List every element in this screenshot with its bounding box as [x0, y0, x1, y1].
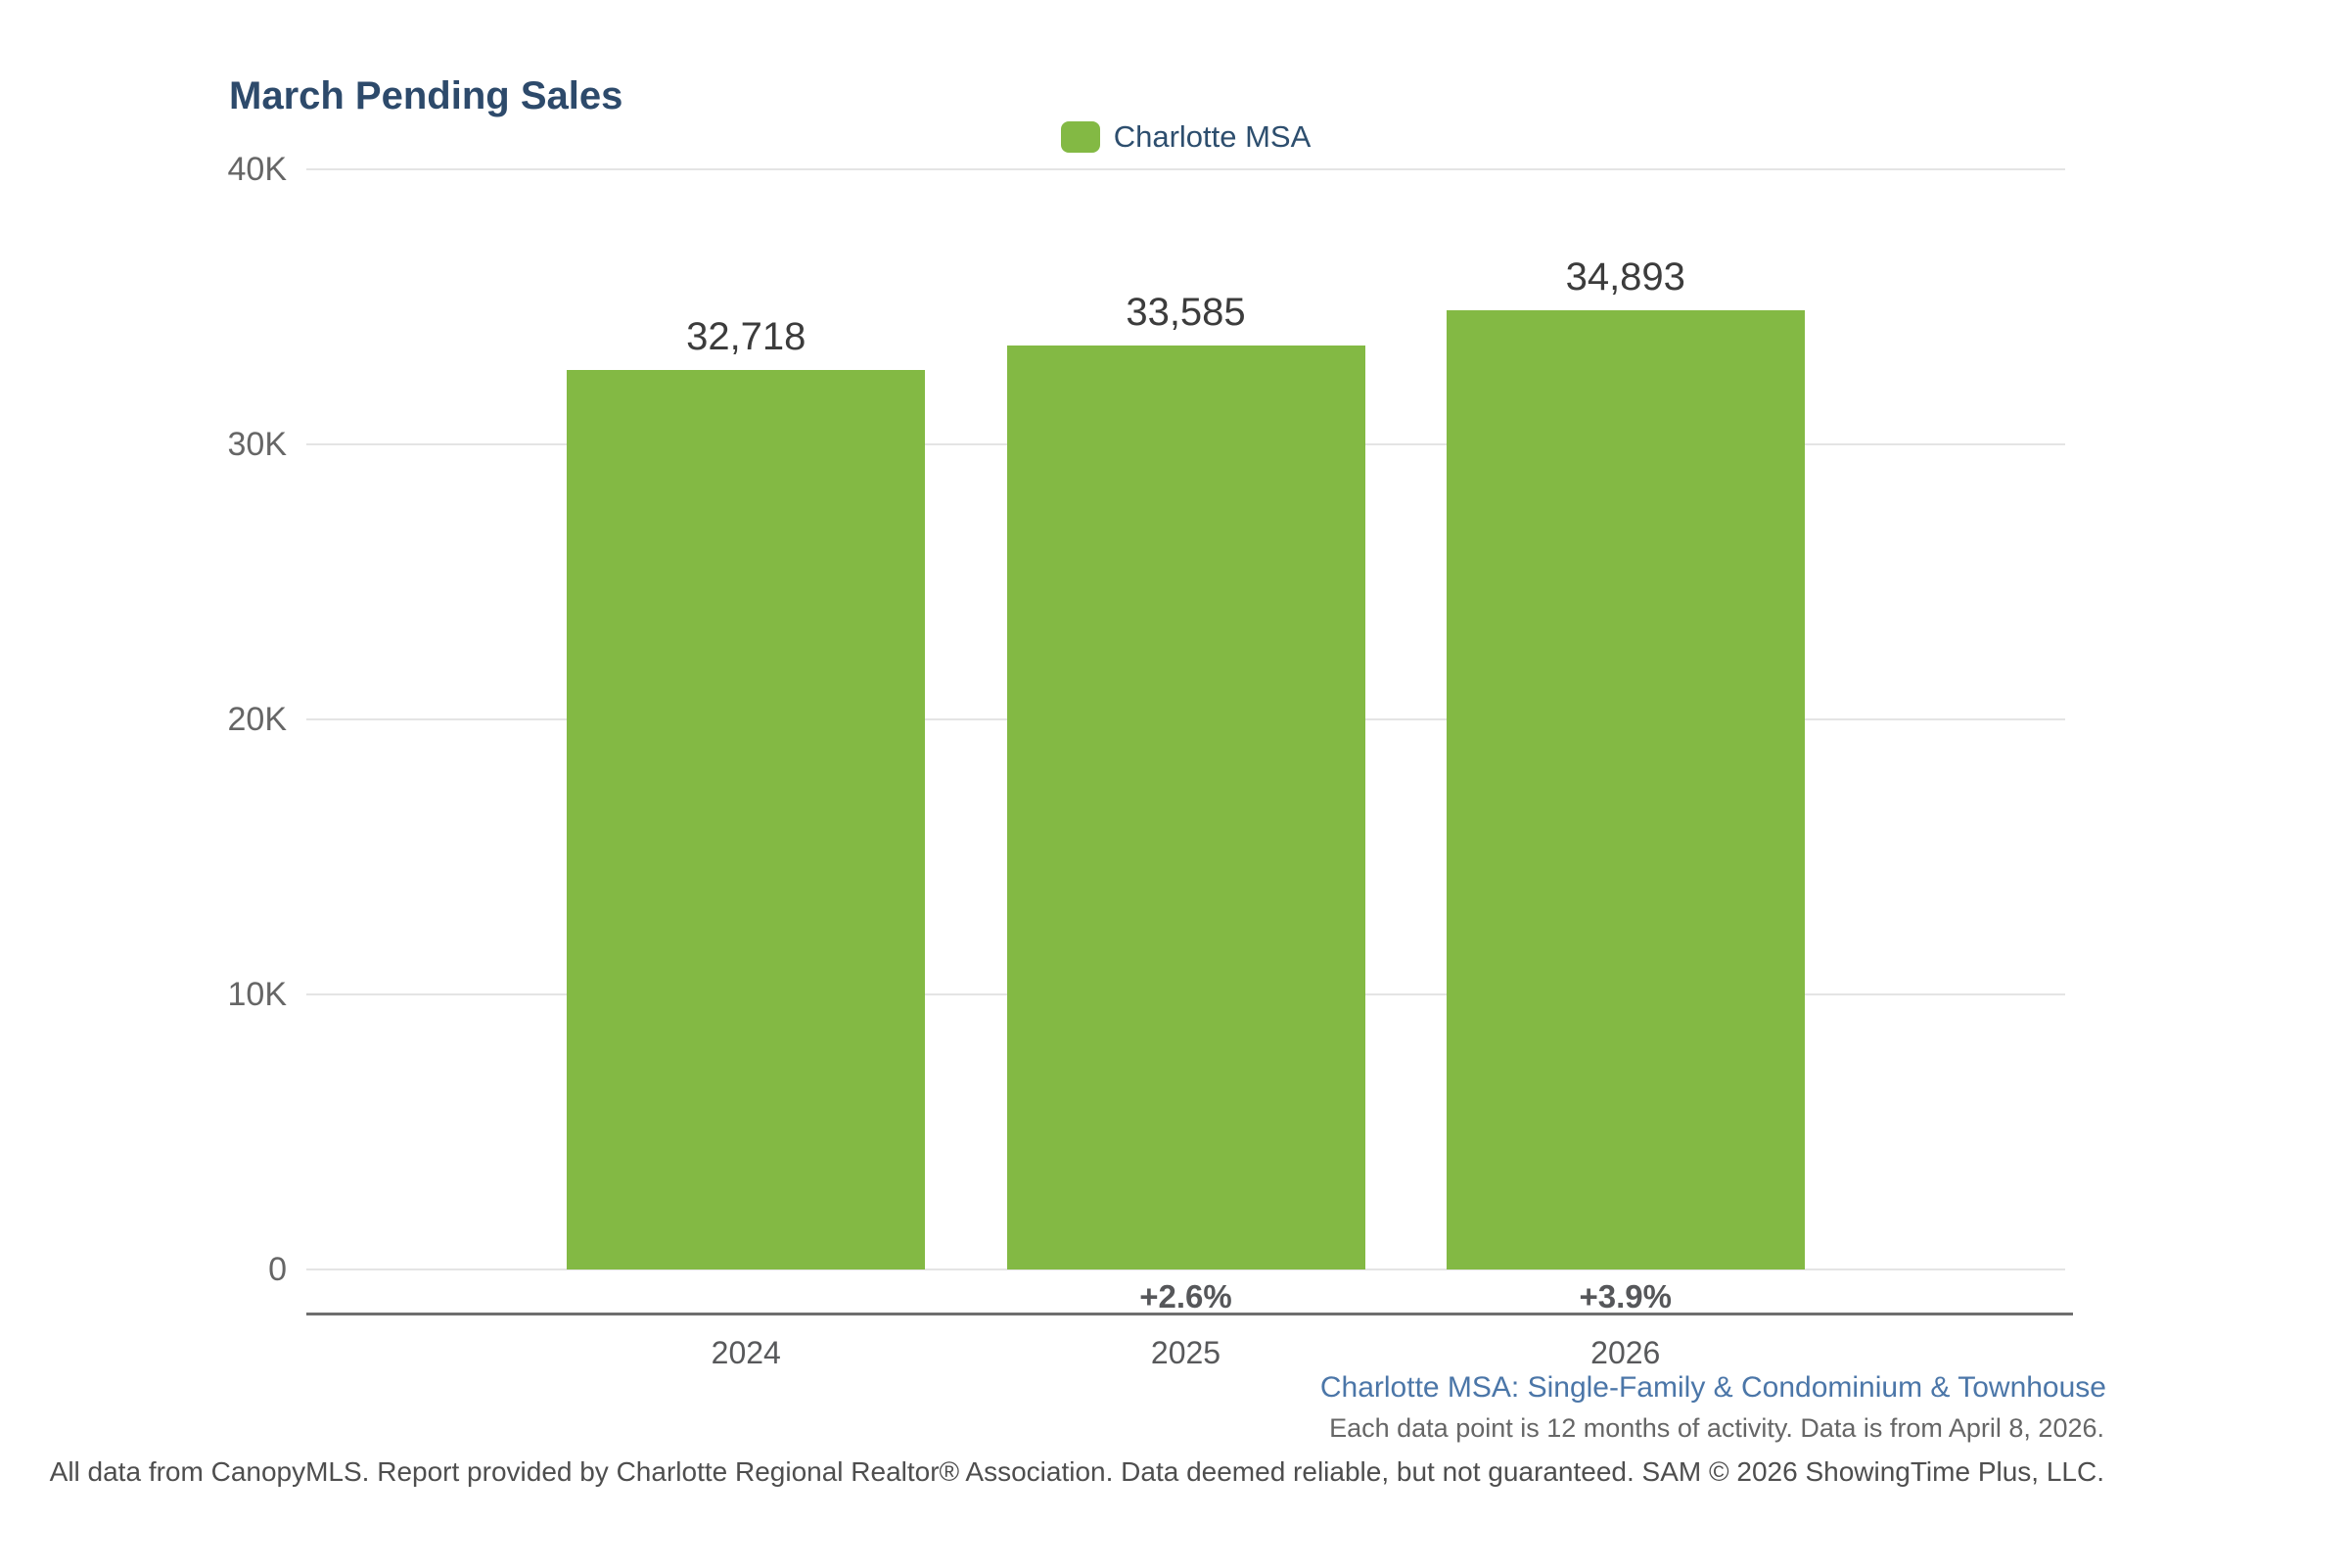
footnote-disclaimer: All data from CanopyMLS. Report provided… — [49, 1456, 2104, 1487]
legend-swatch-icon — [1060, 121, 1100, 153]
legend: Charlotte MSA — [306, 117, 2065, 157]
bar-value-label-2024: 32,718 — [686, 314, 806, 358]
gridline-0 — [306, 1268, 2065, 1270]
pct-change-label-2025: +2.6% — [1139, 1278, 1232, 1314]
x-tick-label-2026: 2026 — [1590, 1335, 1661, 1370]
bar-2026[interactable] — [1446, 309, 1805, 1269]
x-axis-line — [306, 1313, 2073, 1315]
gridline-40k — [306, 168, 2065, 170]
x-tick-label-2024: 2024 — [711, 1335, 781, 1370]
footnote-activity: Each data point is 12 months of activity… — [1329, 1413, 2104, 1443]
legend-label: Charlotte MSA — [1113, 119, 1312, 154]
y-tick-label-10k: 10K — [227, 976, 288, 1013]
y-tick-label-40k: 40K — [227, 151, 288, 188]
y-tick-label-0: 0 — [268, 1251, 287, 1288]
plot-area — [306, 168, 2065, 1270]
bar-value-label-2025: 33,585 — [1126, 291, 1246, 335]
chart-title: March Pending Sales — [229, 74, 623, 117]
bar-value-label-2026: 34,893 — [1565, 254, 1685, 299]
y-tick-label-30k: 30K — [227, 426, 288, 463]
x-tick-label-2025: 2025 — [1150, 1335, 1221, 1370]
footnote-segment: Charlotte MSA: Single-Family & Condomini… — [1319, 1371, 2106, 1404]
legend-item-charlotte-msa[interactable]: Charlotte MSA — [1060, 119, 1312, 155]
bar-2024[interactable] — [567, 369, 926, 1269]
pct-change-label-2026: +3.9% — [1579, 1278, 1673, 1314]
bar-2025[interactable] — [1006, 346, 1365, 1269]
y-tick-label-20k: 20K — [227, 701, 288, 738]
